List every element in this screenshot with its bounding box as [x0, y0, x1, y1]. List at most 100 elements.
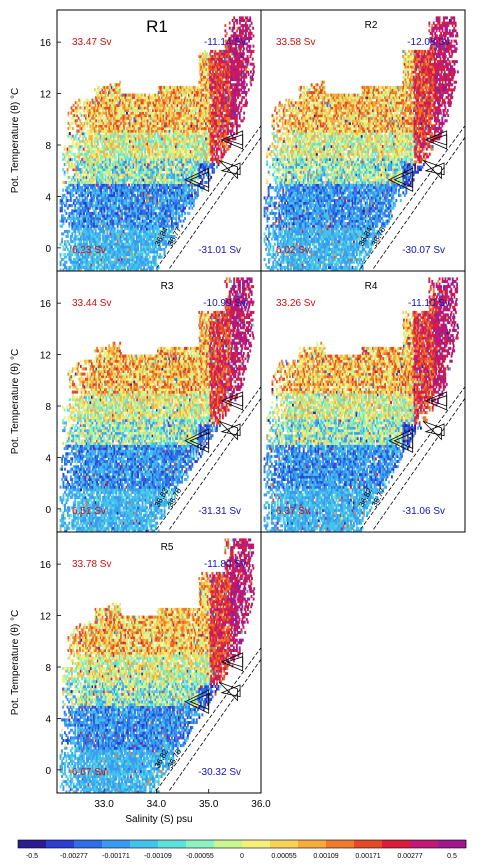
scatter-cell [122, 178, 125, 182]
scatter-cell [110, 265, 113, 269]
scatter-cell [139, 132, 142, 136]
scatter-cell [211, 155, 214, 159]
scatter-cell [154, 170, 157, 174]
scatter-cell [160, 206, 163, 210]
scatter-cell [139, 170, 142, 174]
scatter-cell [188, 145, 191, 148]
scatter-cell [96, 263, 99, 267]
scatter-cell [153, 145, 155, 148]
scatter-cell [149, 127, 152, 130]
scatter-cell [175, 121, 178, 125]
scatter-cell [221, 114, 224, 118]
scatter-cell [198, 155, 201, 159]
scatter-cell [122, 157, 125, 161]
scatter-cell [153, 217, 156, 220]
scatter-cell [94, 145, 97, 148]
scatter-cell [129, 139, 131, 143]
scatter-cell [122, 260, 125, 264]
scatter-cell [116, 170, 119, 174]
scatter-cell [129, 152, 132, 156]
scatter-cell [144, 168, 147, 172]
scatter-cell [100, 160, 103, 164]
scatter-cell [90, 145, 92, 148]
scatter-cell [174, 129, 177, 133]
scatter-cell [80, 265, 82, 269]
scatter-cell [128, 204, 131, 208]
scatter-cell [195, 168, 198, 172]
scatter-cell [148, 129, 150, 133]
scatter-cell [109, 139, 112, 143]
scatter-cell [153, 132, 156, 136]
scatter-cell [88, 170, 91, 174]
scatter-cell [101, 183, 104, 187]
scatter-cell [134, 245, 137, 249]
scatter-cell [170, 219, 173, 223]
scatter-cell [170, 137, 172, 141]
scatter-cell [168, 132, 171, 136]
scatter-cell [179, 204, 182, 208]
scatter-cell [116, 147, 119, 151]
scatter-cell [119, 196, 122, 200]
scatter-cell [160, 209, 163, 213]
scatter-cell [191, 188, 193, 192]
scatter-cell [134, 121, 137, 125]
scatter-cell [76, 186, 79, 190]
scatter-cell [96, 214, 99, 218]
scatter-cell [76, 152, 79, 156]
scatter-cell [84, 255, 87, 259]
scatter-cell [154, 219, 157, 223]
scatter-cell [188, 178, 191, 182]
scatter-cell [103, 165, 106, 169]
scatter-cell [164, 175, 167, 179]
scatter-cell [183, 168, 186, 172]
scatter-cell [100, 209, 103, 213]
scatter-cell [199, 160, 202, 164]
scatter-cell [235, 109, 238, 112]
scatter-cell [68, 211, 71, 215]
scatter-cell [95, 152, 98, 156]
scatter-cell [161, 178, 164, 182]
scatter-cell [150, 268, 153, 271]
scatter-cell [84, 186, 87, 190]
scatter-cell [146, 199, 148, 202]
scatter-cell [170, 114, 172, 118]
scatter-cell [193, 139, 196, 143]
scatter-cell [170, 181, 173, 184]
scatter-cell [89, 119, 92, 123]
scatter-cell [126, 193, 129, 197]
scatter-cell [116, 178, 119, 182]
scatter-cell [93, 222, 96, 226]
scatter-cell [157, 227, 160, 231]
scatter-cell [157, 201, 160, 205]
scatter-cell [195, 150, 198, 154]
scatter-cell [99, 127, 102, 130]
scatter-cell [165, 121, 168, 125]
scatter-cell [227, 129, 229, 133]
scatter-cell [170, 163, 173, 166]
scatter-cell [90, 240, 93, 244]
scatter-cell [74, 229, 77, 233]
scatter-cell [160, 204, 163, 208]
scatter-cell [85, 155, 88, 159]
scatter-cell [90, 139, 93, 143]
scatter-cell [176, 217, 179, 220]
scatter-cell [100, 265, 103, 269]
scatter-cell [124, 219, 126, 223]
scatter-cell [164, 160, 167, 164]
scatter-cell [164, 139, 166, 143]
scatter-cell [122, 219, 125, 223]
scatter-cell [110, 255, 113, 259]
scatter-cell [101, 124, 103, 128]
scatter-cell [184, 139, 187, 143]
scatter-cell [99, 199, 102, 202]
scatter-cell [120, 193, 123, 197]
scatter-cell [113, 188, 116, 192]
scatter-cell [173, 175, 176, 179]
scatter-cell [71, 209, 74, 213]
scatter-cell [69, 219, 72, 223]
scatter-cell [162, 127, 165, 130]
scatter-cell [175, 173, 177, 177]
scatter-cell [101, 137, 103, 141]
scatter-cell [150, 124, 153, 128]
scatter-cell [143, 114, 146, 118]
